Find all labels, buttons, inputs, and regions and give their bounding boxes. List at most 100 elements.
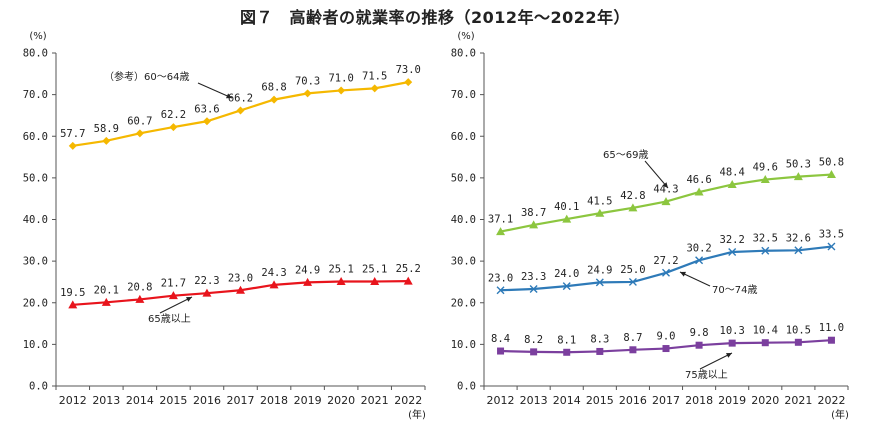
- data-point: [596, 347, 604, 355]
- data-label: 23.0: [488, 272, 513, 284]
- x-tick-label: 2020: [327, 394, 355, 407]
- x-tick-label: 2022: [394, 394, 422, 407]
- x-unit-label: (年): [408, 408, 426, 421]
- data-label: 49.6: [753, 162, 778, 174]
- data-point: [169, 123, 178, 132]
- data-label: 32.2: [720, 234, 745, 246]
- data-point: [595, 208, 605, 217]
- y-tick-label: 60.0: [451, 131, 476, 143]
- y-unit-label: (%): [29, 31, 46, 42]
- data-label: 60.7: [127, 115, 152, 127]
- y-tick-label: 50.0: [451, 172, 476, 184]
- y-tick-label: 20.0: [451, 297, 476, 309]
- data-point: [662, 345, 670, 353]
- annotation-arrow: [699, 352, 733, 370]
- x-tick-label: 2014: [126, 394, 154, 407]
- x-tick-label: 2022: [817, 394, 845, 407]
- data-point: [135, 294, 145, 303]
- series-1: 37.1 38.7 40.1 41.5 42.8 44.3 46.6 48.4 49.6 50.3…: [488, 149, 844, 236]
- data-point: [695, 341, 703, 349]
- data-label: 10.4: [753, 325, 778, 337]
- data-label: 63.6: [194, 103, 219, 115]
- chart-panel-1: 0.0 10.0 20.0 30.0 40.0 50.0 60.0 70.0 80.0 2012 2…: [23, 31, 426, 421]
- data-point: [794, 246, 803, 255]
- data-point: [728, 339, 736, 347]
- data-label: 23.3: [521, 271, 546, 283]
- series-line: [500, 245, 832, 292]
- data-label: 33.5: [819, 229, 844, 241]
- annotation-arrowhead: [726, 353, 732, 358]
- data-label: 8.7: [623, 332, 642, 344]
- data-label: 25.1: [362, 264, 387, 276]
- y-unit-label: (%): [457, 31, 474, 42]
- data-point: [694, 187, 704, 196]
- data-point: [370, 84, 379, 93]
- data-point: [168, 291, 178, 300]
- data-label: 24.9: [295, 264, 320, 276]
- data-point: [794, 338, 802, 346]
- data-label: 10.5: [786, 324, 811, 336]
- annotation-arrow: [644, 160, 669, 189]
- series-name-label: （参考）60～64歳: [104, 70, 189, 83]
- annotation-arrow: [197, 82, 233, 99]
- data-label: 9.8: [690, 327, 709, 339]
- data-label: 40.1: [554, 201, 579, 213]
- x-tick-label: 2016: [619, 394, 647, 407]
- data-point: [827, 242, 836, 251]
- x-tick-label: 2016: [193, 394, 221, 407]
- y-tick-label: 10.0: [23, 339, 48, 351]
- data-label: 62.2: [161, 109, 186, 121]
- x-tick-label: 2015: [159, 394, 187, 407]
- data-point: [563, 348, 571, 356]
- data-point: [404, 78, 413, 87]
- data-point: [336, 277, 346, 286]
- y-tick-label: 30.0: [451, 256, 476, 268]
- y-tick-label: 0.0: [29, 381, 48, 393]
- data-label: 73.0: [396, 64, 421, 76]
- data-label: 25.2: [396, 263, 421, 275]
- data-label: 27.2: [653, 255, 678, 267]
- data-point: [760, 175, 770, 184]
- y-tick-label: 40.0: [451, 214, 476, 226]
- annotation-arrowhead: [226, 93, 232, 99]
- x-tick-label: 2015: [586, 394, 614, 407]
- data-label: 20.1: [94, 284, 119, 296]
- data-label: 46.6: [686, 174, 711, 186]
- data-label: 66.2: [228, 92, 253, 104]
- data-label: 8.1: [557, 334, 576, 346]
- data-label: 9.0: [657, 331, 676, 343]
- x-tick-label: 2017: [227, 394, 255, 407]
- data-label: 42.8: [620, 190, 645, 202]
- x-tick-label: 2014: [553, 394, 581, 407]
- data-point: [529, 285, 538, 294]
- x-tick-label: 2013: [520, 394, 548, 407]
- data-label: 32.6: [786, 232, 811, 244]
- data-point: [101, 297, 111, 306]
- data-point: [370, 277, 380, 286]
- annotation-arrow: [679, 271, 711, 287]
- series-name-label: 65歳以上: [148, 313, 191, 325]
- data-label: 32.5: [753, 233, 778, 245]
- data-point: [102, 136, 111, 145]
- y-tick-label: 0.0: [457, 381, 476, 393]
- y-tick-label: 20.0: [23, 297, 48, 309]
- y-tick-label: 30.0: [23, 256, 48, 268]
- x-tick-label: 2021: [784, 394, 812, 407]
- data-label: 20.8: [127, 281, 152, 293]
- data-label: 38.7: [521, 207, 546, 219]
- data-point: [661, 197, 671, 206]
- data-label: 44.3: [653, 184, 678, 196]
- data-point: [497, 347, 505, 355]
- x-tick-label: 2019: [294, 394, 322, 407]
- data-point: [793, 172, 803, 181]
- data-point: [629, 346, 637, 354]
- data-label: 68.8: [261, 82, 286, 94]
- annotation-arrowhead: [662, 182, 668, 188]
- data-label: 70.3: [295, 75, 320, 87]
- data-label: 30.2: [686, 242, 711, 254]
- data-point: [695, 256, 704, 265]
- y-tick-label: 50.0: [23, 172, 48, 184]
- x-tick-label: 2021: [361, 394, 389, 407]
- series-2: 19.5 20.1 20.8 21.7 22.3 23.0 24.3 24.9 25.1 25.1…: [60, 263, 421, 325]
- y-tick-label: 70.0: [23, 89, 48, 101]
